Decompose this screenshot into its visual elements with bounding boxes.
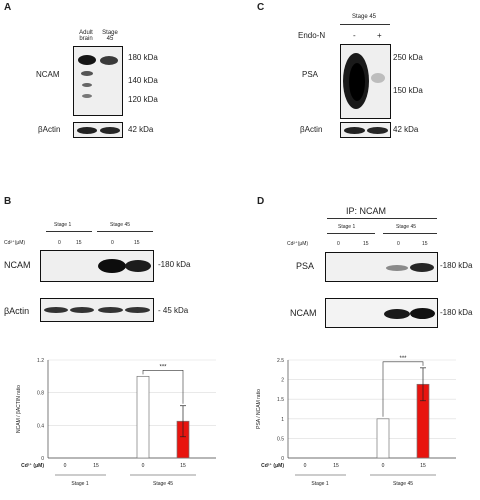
group-stage-45-b: Stage 45 [110,222,131,228]
conc-d-3: 15 [422,241,428,247]
marker-45-b: - 45 kDa [158,306,189,315]
endo-n-label: Endo-N [298,31,326,40]
y-tick-label: 0.5 [277,436,284,442]
y-tick-label: 0 [41,456,44,462]
psa-blot-c [340,44,391,119]
stage-label-c: Stage 45 [352,14,377,20]
significance-label: *** [399,356,407,362]
conc-b-3: 15 [134,240,140,246]
ncam-blot-d [325,298,438,328]
marker-120-a: 120 kDa [128,95,158,104]
y-tick-label: 2 [281,378,284,384]
psa-blot-d [325,252,438,282]
marker-180-d-ncam: -180 kDa [440,308,473,317]
ncam-blot-b [40,250,154,282]
group-label: Stage 1 [71,481,88,487]
group-stage-1-d: Stage 1 [338,224,356,230]
y-tick-label: 0 [281,456,284,462]
marker-150-c: 150 kDa [393,86,423,95]
y-tick-label: 0.4 [37,423,44,429]
x-axis-title: Cd²⁺ (μM) [261,463,284,469]
y-tick-label: 2.5 [277,358,284,364]
marker-42-c: 42 kDa [393,125,419,134]
ncam-blot-a [73,46,123,116]
actin-blot-a [73,122,123,138]
lane-minus: - [353,31,356,40]
x-tick-label: 0 [64,463,67,469]
significance-bracket [142,370,184,404]
conc-d-1: 15 [363,241,369,247]
y-axis-label: PSA / NCAM ratio [256,389,262,429]
conc-label-b: Cd²⁺(μM) [4,240,26,246]
x-tick-label: 15 [420,463,426,469]
group-label: Stage 1 [311,481,328,487]
x-tick-label: 15 [180,463,186,469]
conc-b-0: 0 [58,240,61,246]
panel-letter-b: B [4,196,12,207]
psa-label-c: PSA [302,70,319,79]
x-tick-label: 15 [333,463,339,469]
bar-chart-psa-ncam: 0 0.5 1 1.5 2 2.5 PSA / NCAM ratio 0 15 0 15 Cd²⁺ (… [256,356,456,487]
y-tick-label: 1.2 [37,358,44,364]
actin-blot-b [40,298,154,322]
group-label: Stage 45 [393,481,413,487]
lane-label-stage-45: Stage 45 [102,30,118,42]
bar-chart-ncam-actin: 0 0.4 0.8 1.2 NCAM / βACTIN ratio 0 15 0 15 Cd²⁺ … [16,358,216,487]
conc-b-2: 0 [111,240,114,246]
actin-label-a: βActin [38,125,61,134]
panel-letter-d: D [257,196,265,207]
y-tick-label: 1.5 [277,397,284,403]
lane-plus: + [377,31,382,40]
ncam-label-b: NCAM [4,260,31,270]
actin-label-c: βActin [300,125,323,134]
y-axis-label: NCAM / βACTIN ratio [16,385,22,433]
significance-label: *** [159,364,167,370]
x-tick-label: 0 [142,463,145,469]
significance-bracket [382,361,424,417]
ncam-label-d: NCAM [290,308,317,318]
actin-label-b: βActin [4,306,30,316]
lane-label-adult-brain: Adult brain [79,30,93,42]
x-tick-label: 0 [382,463,385,469]
y-tick-label: 0.8 [37,391,44,397]
bar [376,418,390,459]
y-tick-label: 1 [281,417,284,423]
x-axis-title: Cd²⁺ (μM) [21,463,44,469]
marker-180-d-psa: -180 kDa [440,261,473,270]
conc-label-d: Cd²⁺(μM) [287,241,309,247]
psa-label-d: PSA [296,261,315,271]
panel-letter-a: A [4,2,12,13]
marker-140-a: 140 kDa [128,76,158,85]
conc-b-1: 15 [76,240,82,246]
panel-letter-c: C [257,2,265,13]
group-label: Stage 45 [153,481,173,487]
marker-42-a: 42 kDa [128,125,154,134]
marker-250-c: 250 kDa [393,53,423,62]
x-tick-label: 0 [304,463,307,469]
marker-180-a: 180 kDa [128,53,158,62]
x-tick-label: 15 [93,463,99,469]
group-stage-1-b: Stage 1 [54,222,72,228]
group-stage-45-d: Stage 45 [396,224,417,230]
ip-label-d: IP: NCAM [346,206,387,216]
bar [136,375,150,459]
ncam-label-a: NCAM [36,70,60,79]
conc-d-0: 0 [337,241,340,247]
actin-blot-c [340,122,391,138]
marker-180-b: -180 kDa [158,260,191,269]
conc-d-2: 0 [397,241,400,247]
